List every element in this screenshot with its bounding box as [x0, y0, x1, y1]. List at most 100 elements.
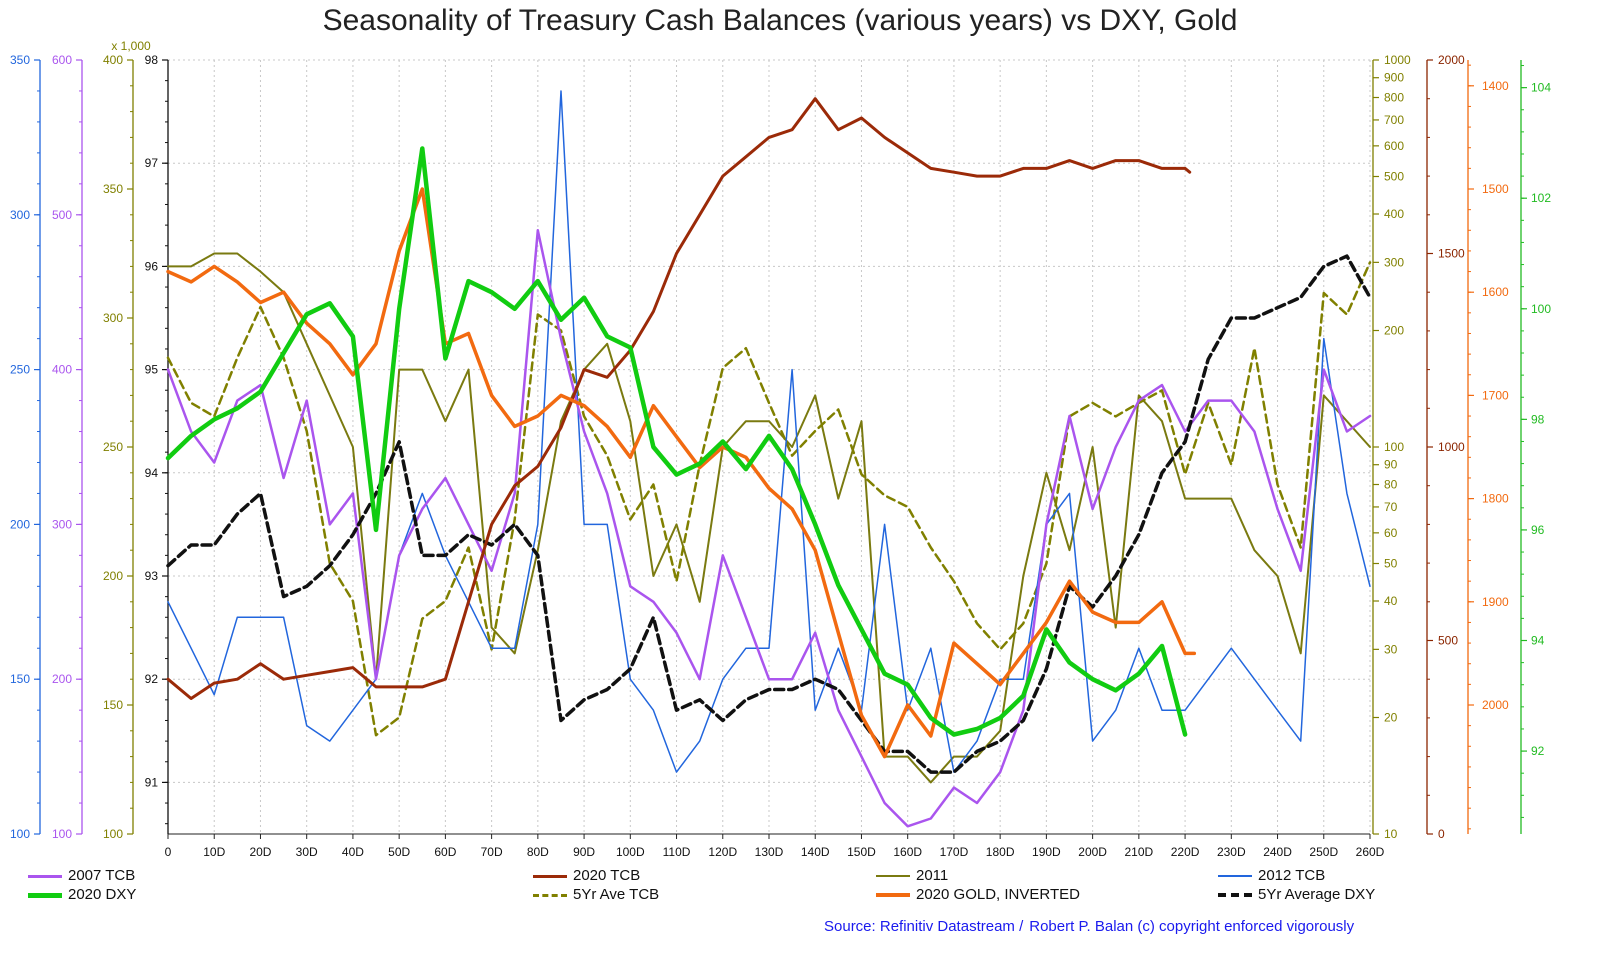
y-tick-label: 700 — [1384, 113, 1404, 127]
x-tick-label: 200D — [1078, 845, 1107, 859]
series-line-2011 — [167, 252, 1371, 784]
y-tick-label: 30 — [1384, 642, 1398, 656]
source-note: Source: Refinitiv Datastream / Robert P. … — [824, 918, 1354, 935]
y-tick-label: 96 — [1531, 523, 1545, 537]
y-tick-label: 500 — [52, 208, 72, 222]
y-tick-label: 94 — [1531, 634, 1545, 648]
y-tick-label: 400 — [52, 363, 72, 377]
y-tick-label: 300 — [103, 311, 123, 325]
y-tick-label: 100 — [10, 827, 30, 841]
y-tick-label: 98 — [145, 53, 159, 67]
x-tick-label: 50D — [388, 845, 410, 859]
y-tick-label: 1500 — [1482, 182, 1509, 196]
y-tick-label: 200 — [1384, 324, 1404, 338]
x-tick-label: 30D — [296, 845, 318, 859]
y-tick-label: 98 — [1531, 412, 1545, 426]
y-tick-label: 400 — [103, 53, 123, 67]
y-tick-label: 300 — [1384, 255, 1404, 269]
y-tick-label: 800 — [1384, 91, 1404, 105]
x-tick-label: 210D — [1125, 845, 1154, 859]
y-tick-label: 91 — [145, 775, 159, 789]
x-tick-label: 40D — [342, 845, 364, 859]
y-tick-label: 95 — [145, 363, 159, 377]
y-tick-label: 600 — [1384, 139, 1404, 153]
chart-title: Seasonality of Treasury Cash Balances (v… — [322, 4, 1238, 37]
y-tick-label: 100 — [52, 827, 72, 841]
y-tick-label: 1400 — [1482, 79, 1509, 93]
y-tick-label: 300 — [52, 517, 72, 531]
y-tick-label: 93 — [145, 569, 159, 583]
x-tick-label: 220D — [1171, 845, 1200, 859]
series-line-2020-tcb — [166, 97, 1192, 700]
x-tick-label: 230D — [1217, 845, 1246, 859]
y-tick-label: 300 — [10, 208, 30, 222]
y-tick-label: 80 — [1384, 478, 1398, 492]
y-tick-label: 200 — [103, 569, 123, 583]
x-tick-label: 190D — [1032, 845, 1061, 859]
series-line-5yr-average-dxy — [166, 254, 1372, 774]
y-tick-label: 20 — [1384, 711, 1398, 725]
x-tick-label: 0 — [165, 845, 172, 859]
y-tick-label: 1800 — [1482, 492, 1509, 506]
y-tick-label: 96 — [145, 259, 159, 273]
y-tick-label: 40 — [1384, 594, 1398, 608]
series-line-2020-gold-inverted — [166, 187, 1197, 759]
y-tick-label: 200 — [52, 672, 72, 686]
x-tick-label: 150D — [847, 845, 876, 859]
series-line-2012-tcb — [167, 90, 1371, 773]
y-tick-label: 97 — [145, 156, 159, 170]
y-tick-label: 500 — [1438, 634, 1458, 648]
y-tick-label: 94 — [145, 466, 159, 480]
x-tick-label: 110D — [663, 845, 691, 859]
y-tick-label: 70 — [1384, 500, 1398, 514]
y-tick-label: 900 — [1384, 71, 1404, 85]
y-tick-label: 100 — [103, 827, 123, 841]
y-tick-label: 90 — [1384, 458, 1398, 472]
y-tick-label: 1700 — [1482, 388, 1509, 402]
x-tick-label: 10D — [203, 845, 225, 859]
copyright-text: Robert P. Balan (c) copyright enforced v… — [1029, 918, 1355, 935]
y-tick-label: 10 — [1384, 827, 1398, 841]
y-tick-label: 1900 — [1482, 595, 1509, 609]
y-tick-label: 1500 — [1438, 247, 1465, 261]
x-tick-label: 240D — [1263, 845, 1292, 859]
x-tick-label: 70D — [481, 845, 503, 859]
x-tick-label: 120D — [708, 845, 737, 859]
y-tick-label: 350 — [10, 53, 30, 67]
x-tick-label: 170D — [940, 845, 969, 859]
x-tick-label: 260D — [1356, 845, 1385, 859]
y-tick-label: 2000 — [1482, 698, 1509, 712]
x-tick-label: 180D — [986, 845, 1015, 859]
y-tick-label: 400 — [1384, 207, 1404, 221]
y-tick-label: 100 — [1384, 440, 1404, 454]
x-tick-label: 80D — [527, 845, 549, 859]
x-tick-label: 160D — [893, 845, 922, 859]
source-text: Source: Refinitiv Datastream / — [824, 918, 1024, 935]
y-axis-unit-label: x 1,000 — [111, 39, 151, 53]
y-tick-label: 200 — [10, 517, 30, 531]
series-line-2007-tcb — [166, 229, 1372, 828]
y-tick-label: 1600 — [1482, 285, 1509, 299]
y-tick-label: 150 — [10, 672, 30, 686]
x-tick-label: 100D — [616, 845, 645, 859]
x-tick-label: 60D — [434, 845, 456, 859]
y-tick-label: 250 — [10, 363, 30, 377]
x-tick-label: 140D — [801, 845, 830, 859]
y-tick-label: 600 — [52, 53, 72, 67]
x-tick-label: 90D — [573, 845, 595, 859]
y-tick-label: 500 — [1384, 169, 1404, 183]
x-tick-label: 20D — [249, 845, 271, 859]
y-tick-label: 50 — [1384, 556, 1398, 570]
x-tick-label: 250D — [1309, 845, 1338, 859]
y-tick-label: 1000 — [1438, 440, 1465, 454]
y-tick-label: 0 — [1438, 827, 1445, 841]
y-tick-label: 60 — [1384, 526, 1398, 540]
y-tick-label: 250 — [103, 440, 123, 454]
y-tick-label: 350 — [103, 182, 123, 196]
y-tick-label: 2000 — [1438, 53, 1465, 67]
y-tick-label: 100 — [1531, 302, 1551, 316]
y-tick-label: 102 — [1531, 191, 1551, 205]
y-tick-label: 104 — [1531, 81, 1551, 95]
y-tick-label: 150 — [103, 698, 123, 712]
